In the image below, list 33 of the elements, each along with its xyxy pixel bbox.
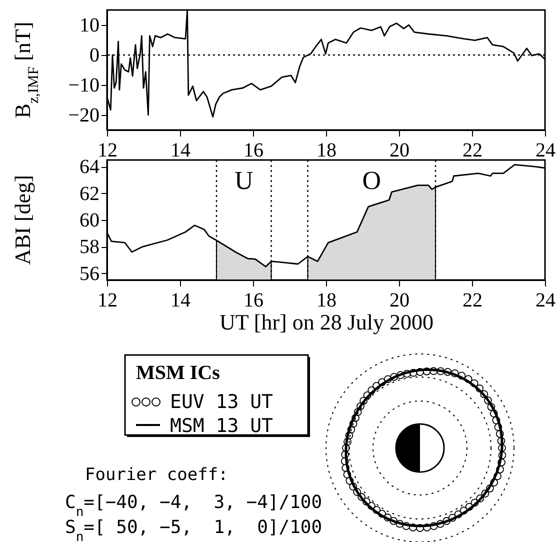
annotation: O	[362, 166, 382, 195]
text: EUV 13 UT	[170, 391, 273, 413]
x-tick-label: 22	[462, 140, 482, 162]
text: MSM 13 UT	[170, 415, 273, 437]
x-tick-label: 18	[316, 290, 336, 312]
y-tick-label: 58	[80, 236, 100, 258]
text: S$_{n}$=[ 50, −5, 1, 0]/100	[65, 517, 322, 542]
y-tick-label: −20	[68, 104, 100, 126]
x-tick-label: 20	[390, 140, 410, 162]
y-tick-label: 64	[80, 156, 100, 178]
x-tick-label: 12	[98, 290, 118, 312]
annotation: U	[234, 166, 254, 195]
text: C$_{n}$=[−40, −4, 3, −4]/100	[65, 492, 322, 520]
y-tick-label: 60	[80, 210, 100, 232]
y-axis-title: ABI [deg]	[10, 175, 35, 265]
y-tick-label: 62	[80, 182, 100, 205]
legend-title: MSM ICs	[136, 362, 220, 384]
x-tick-label: 16	[244, 140, 264, 162]
x-tick-label: 14	[170, 140, 190, 162]
x-tick-label: 24	[536, 140, 556, 162]
y-tick-label: 56	[80, 262, 100, 285]
x-tick-label: 12	[98, 140, 118, 162]
y-tick-label: −10	[68, 74, 100, 96]
x-tick-label: 14	[170, 290, 190, 312]
text: Fourier coeff:	[85, 465, 228, 485]
y-tick-label: 10	[80, 14, 100, 36]
x-axis-title: UT [hr] on 28 July 2000	[219, 310, 434, 334]
y-tick-label: 0	[90, 44, 100, 66]
x-tick-label: 24	[536, 290, 556, 312]
x-tick-label: 18	[316, 140, 336, 162]
x-tick-label: 22	[462, 290, 482, 312]
x-tick-label: 16	[244, 290, 264, 312]
x-tick-label: 20	[390, 290, 410, 312]
